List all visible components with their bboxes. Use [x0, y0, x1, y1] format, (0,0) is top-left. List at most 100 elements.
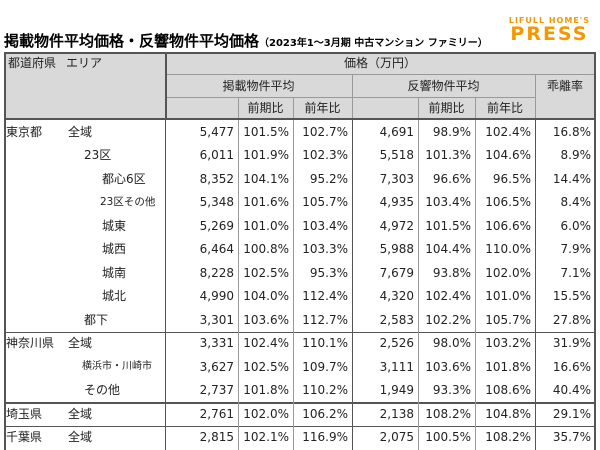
ratio: 98.9%: [432, 124, 471, 139]
rule: [4, 52, 595, 54]
ratio: 104.1%: [243, 171, 289, 186]
area: 都下: [84, 312, 109, 327]
rule: [535, 118, 536, 450]
rule: [165, 118, 166, 450]
price: 5,269: [199, 218, 234, 233]
area: 全域: [68, 336, 93, 351]
area: 城南: [102, 265, 127, 280]
ratio: 101.0%: [485, 289, 531, 304]
price: 2,761: [199, 406, 234, 421]
prefecture: 埼玉県: [6, 406, 43, 421]
ratio: 101.5%: [425, 218, 471, 233]
price: 3,301: [199, 312, 234, 327]
ratio: 109.7%: [302, 359, 348, 374]
ratio: 7.9%: [560, 242, 592, 257]
ratio: 100.5%: [425, 430, 471, 445]
ratio: 102.3%: [302, 148, 348, 163]
rule: [352, 74, 353, 118]
rule: [535, 74, 536, 118]
rule: [293, 97, 294, 118]
ratio: 101.3%: [425, 148, 471, 163]
ratio: 8.4%: [560, 195, 592, 210]
ratio: 95.2%: [309, 171, 348, 186]
price: 2,583: [379, 312, 414, 327]
ratio: 102.1%: [243, 430, 289, 445]
header-sub: 前期比: [238, 97, 293, 118]
prefecture: 千葉県: [6, 430, 43, 445]
ratio: 105.7%: [302, 195, 348, 210]
ratio: 40.4%: [552, 383, 591, 398]
rule: [4, 52, 6, 450]
area: 23区その他: [100, 196, 156, 208]
ratio: 101.8%: [243, 383, 289, 398]
price: 6,464: [199, 242, 234, 257]
area: 全域: [68, 124, 93, 139]
ratio: 104.0%: [243, 289, 289, 304]
area: 横浜市・川崎市: [82, 360, 152, 372]
ratio: 96.6%: [432, 171, 471, 186]
area: 城西: [102, 242, 127, 257]
ratio: 101.0%: [243, 218, 289, 233]
price: 4,935: [379, 195, 414, 210]
ratio: 102.4%: [425, 289, 471, 304]
prefecture: 東京都: [6, 124, 43, 139]
ratio: 103.3%: [302, 242, 348, 257]
header-prefecture: 都道府県: [4, 52, 62, 74]
rule: [165, 74, 595, 75]
ratio: 96.5%: [492, 171, 531, 186]
price: 3,331: [199, 336, 234, 351]
price: 5,518: [379, 148, 414, 163]
ratio: 104.6%: [485, 148, 531, 163]
price: 6,011: [199, 148, 234, 163]
ratio: 102.2%: [425, 312, 471, 327]
ratio: 102.7%: [302, 124, 348, 139]
ratio: 95.3%: [309, 265, 348, 280]
price: 5,477: [199, 124, 234, 139]
ratio: 14.4%: [552, 171, 591, 186]
price: 1,949: [379, 383, 414, 398]
ratio: 93.8%: [432, 265, 471, 280]
price: 4,990: [199, 289, 234, 304]
price: 4,691: [379, 124, 414, 139]
ratio: 6.0%: [560, 218, 592, 233]
ratio: 35.7%: [552, 430, 591, 445]
ratio: 100.8%: [243, 242, 289, 257]
ratio: 31.9%: [552, 336, 591, 351]
rule: [418, 97, 419, 118]
area: 城北: [102, 289, 127, 304]
price: 2,737: [199, 383, 234, 398]
ratio: 108.6%: [485, 383, 531, 398]
ratio: 102.0%: [485, 265, 531, 280]
price: 2,526: [379, 336, 414, 351]
area: 城東: [102, 218, 127, 233]
area: 全域: [68, 430, 93, 445]
price: 2,075: [379, 430, 414, 445]
header-sub: 前期比: [418, 97, 475, 118]
ratio: 27.8%: [552, 312, 591, 327]
ratio: 102.4%: [243, 336, 289, 351]
rule: [418, 118, 419, 450]
header-sub: 前年比: [293, 97, 352, 118]
ratio: 98.0%: [432, 336, 471, 351]
price: 5,348: [199, 195, 234, 210]
ratio: 102.5%: [243, 265, 289, 280]
price: 2,138: [379, 406, 414, 421]
price: 7,303: [379, 171, 414, 186]
ratio: 101.5%: [243, 124, 289, 139]
ratio: 103.6%: [425, 359, 471, 374]
rule: [475, 118, 476, 450]
ratio: 101.6%: [243, 195, 289, 210]
prefecture: 神奈川県: [6, 336, 55, 351]
ratio: 103.6%: [243, 312, 289, 327]
price: 5,988: [379, 242, 414, 257]
ratio: 16.8%: [552, 124, 591, 139]
rule: [475, 97, 476, 118]
ratio: 116.9%: [302, 430, 348, 445]
ratio: 8.9%: [560, 148, 592, 163]
price: 3,627: [199, 359, 234, 374]
rule: [352, 118, 353, 450]
rule: [4, 118, 595, 120]
header-inquiry: 反響物件平均: [352, 74, 535, 97]
ratio: 104.4%: [425, 242, 471, 257]
ratio: 103.2%: [485, 336, 531, 351]
